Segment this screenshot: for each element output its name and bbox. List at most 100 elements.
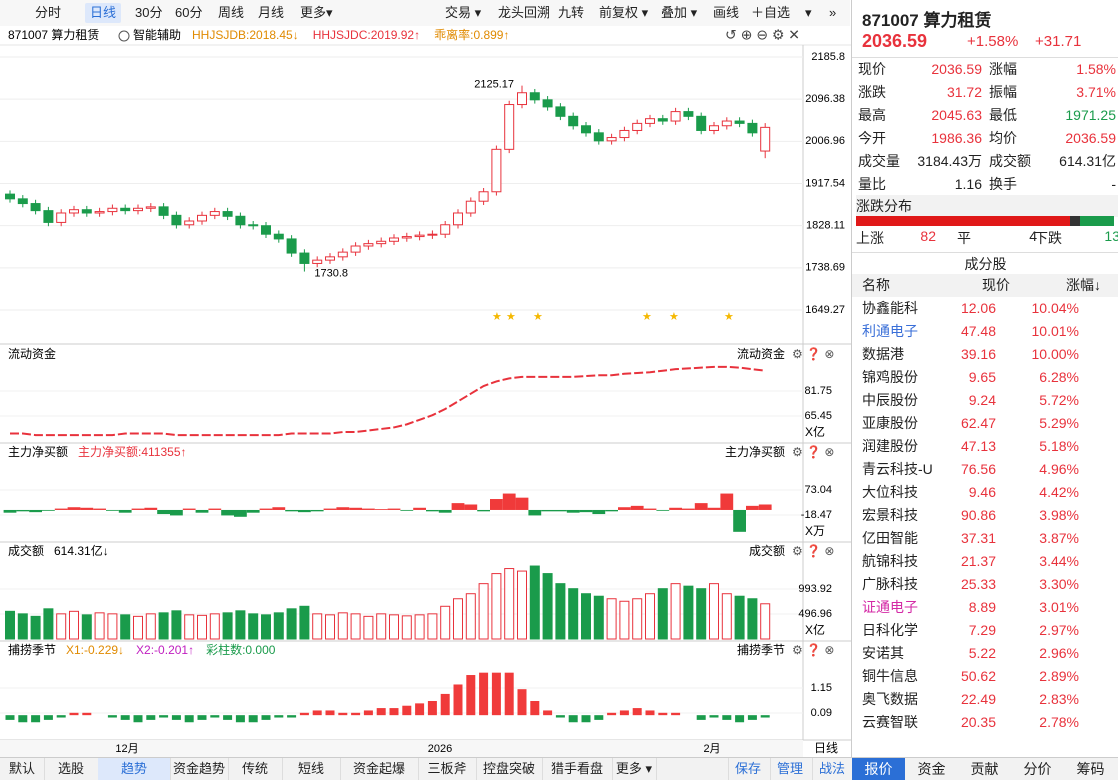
table-row[interactable]: 亿田智能 37.31 3.87% [852,527,1118,550]
strategy-tab[interactable]: 三板斧 [418,758,477,780]
table-row[interactable]: 数据港 39.16 10.00% [852,343,1118,366]
osc-bar [415,703,425,716]
table-row[interactable]: 安诺其 5.22 2.96% [852,642,1118,665]
panel-tab[interactable]: 筹码 [1076,761,1105,777]
table-row[interactable]: 奥飞数据 22.49 2.83% [852,688,1118,711]
tool-button[interactable]: 交易 ▾ [445,5,482,20]
y-tick-label: 73.04 [804,484,832,496]
table-row[interactable]: 云赛智联 20.35 2.78% [852,711,1118,734]
period-button[interactable]: 更多▾ [300,5,333,20]
strategy-tab[interactable]: 猎手看盘 [542,758,613,780]
strategy-tab[interactable]: 选股 [44,758,99,780]
table-row[interactable]: 铜牛信息 50.62 2.89% [852,665,1118,688]
panel-tab[interactable]: 分价 [1023,761,1052,777]
volume-bar [145,613,156,640]
strategy-tab[interactable]: 趋势 [98,758,171,780]
volume-bar [286,608,297,640]
stock-name: 广脉科技 [862,576,918,592]
table-row[interactable]: 润建股份 47.13 5.18% [852,435,1118,458]
panel-title-right: 流动资金 [737,346,785,361]
osc-bar [133,715,143,723]
osc-bar [389,708,399,716]
table-row[interactable]: 锦鸡股份 9.65 6.28% [852,366,1118,389]
table-row[interactable]: 大位科技 9.46 4.42% [852,481,1118,504]
osc-bar [453,684,463,716]
action-tab[interactable]: 管理 [770,758,809,780]
tool-button[interactable]: 前复权 ▾ [599,5,649,20]
quote-value: 2036.59 [1065,130,1116,146]
header-cell[interactable]: 现价 [982,277,1010,293]
divider [852,57,1118,58]
period-button[interactable]: 60分 [175,5,203,20]
chart-icons[interactable]: ↺ ⊕ ⊖ ⚙ ✕ [725,27,800,43]
table-row[interactable]: 协鑫能科 12.06 10.04% [852,297,1118,320]
svg-text:★: ★ [533,311,543,323]
osc-label: X1:-0.229↓ [66,643,124,657]
table-row[interactable]: 利通电子 47.48 10.01% [852,320,1118,343]
volume-bar [56,613,67,640]
table-row[interactable]: 日科化学 7.29 2.97% [852,619,1118,642]
osc-bar [5,715,15,720]
tool-button[interactable]: 九转 [558,5,585,20]
strategy-tab[interactable]: 资金起爆 [340,758,419,780]
candle-body [709,125,719,131]
period-button[interactable]: 日线 [85,3,122,23]
table-row[interactable]: 航锦科技 21.37 3.44% [852,550,1118,573]
volume-bar [350,613,361,640]
volume-bar [606,598,617,640]
strategy-tab[interactable]: 更多 ▾ [612,758,657,780]
date-axis [0,740,803,757]
table-row[interactable]: 青云科技-U 76.56 4.96% [852,458,1118,481]
osc-bar [376,708,386,716]
tool-button[interactable]: » [829,5,837,20]
header-cell[interactable]: 涨幅↓ [1066,277,1101,293]
osc-bar [402,705,412,716]
period-button[interactable]: 周线 [218,5,245,20]
period-button[interactable]: 月线 [258,5,285,20]
table-row[interactable]: 中辰股份 9.24 5.72% [852,389,1118,412]
volume-bar [491,573,502,640]
quote-row: 涨跌 31.72 振幅 3.71% [852,81,1118,104]
strategy-tab[interactable]: 默认 [0,758,45,780]
table-row[interactable]: 证通电子 8.89 3.01% [852,596,1118,619]
tool-button[interactable]: ＋自选 [751,5,791,20]
strategy-tab[interactable]: 短线 [282,758,341,780]
header-cell[interactable]: 名称 [862,277,890,293]
action-tab[interactable]: 保存 [728,758,767,780]
netbuy-bar [272,507,286,510]
indicator-label: HHJSJDC:2019.92↑ [313,28,420,42]
netbuy-bar [170,509,183,516]
netbuy-bar [157,509,170,515]
period-button[interactable]: 30分 [135,5,163,20]
stock-price: 20.35 [960,714,996,730]
table-row[interactable]: 宏景科技 90.86 3.98% [852,504,1118,527]
strategy-tab[interactable]: 传统 [228,758,283,780]
stock-price: 9.65 [968,369,996,385]
strategy-tab[interactable]: 控盘突破 [476,758,543,780]
svg-text:★: ★ [724,311,734,323]
candle-body [760,126,771,152]
panel-tab[interactable]: 资金 [917,761,946,777]
candle-body [299,252,310,264]
action-tab[interactable]: 战法 [812,758,851,780]
assist-label: 智能辅助 [133,27,181,42]
panel-tab[interactable]: 贡献 [970,761,999,777]
period-button[interactable]: 分时 [35,5,62,20]
tool-button[interactable]: 画线 [713,5,740,20]
tool-button[interactable]: 龙头回溯 [498,5,551,20]
stock-name: 证通电子 [862,599,918,615]
panel-title-right: 成交额 [749,543,785,558]
tool-button[interactable]: 叠加 ▾ [661,5,698,20]
table-row[interactable]: 亚康股份 62.47 5.29% [852,412,1118,435]
netbuy-bar [195,509,209,513]
panel-tab[interactable]: 报价 [852,758,905,780]
netbuy-bar [362,508,375,510]
quote-row: 今开 1986.36 均价 2036.59 [852,127,1118,150]
tool-button[interactable]: ▾ [805,5,812,20]
table-row[interactable]: 广脉科技 25.33 3.30% [852,573,1118,596]
netbuy-bar [656,509,670,511]
osc-bar [760,715,770,718]
panel-title: 流动资金 [8,346,56,361]
stock-name: 云赛智联 [862,714,918,730]
strategy-tab[interactable]: 资金趋势 [170,758,229,780]
